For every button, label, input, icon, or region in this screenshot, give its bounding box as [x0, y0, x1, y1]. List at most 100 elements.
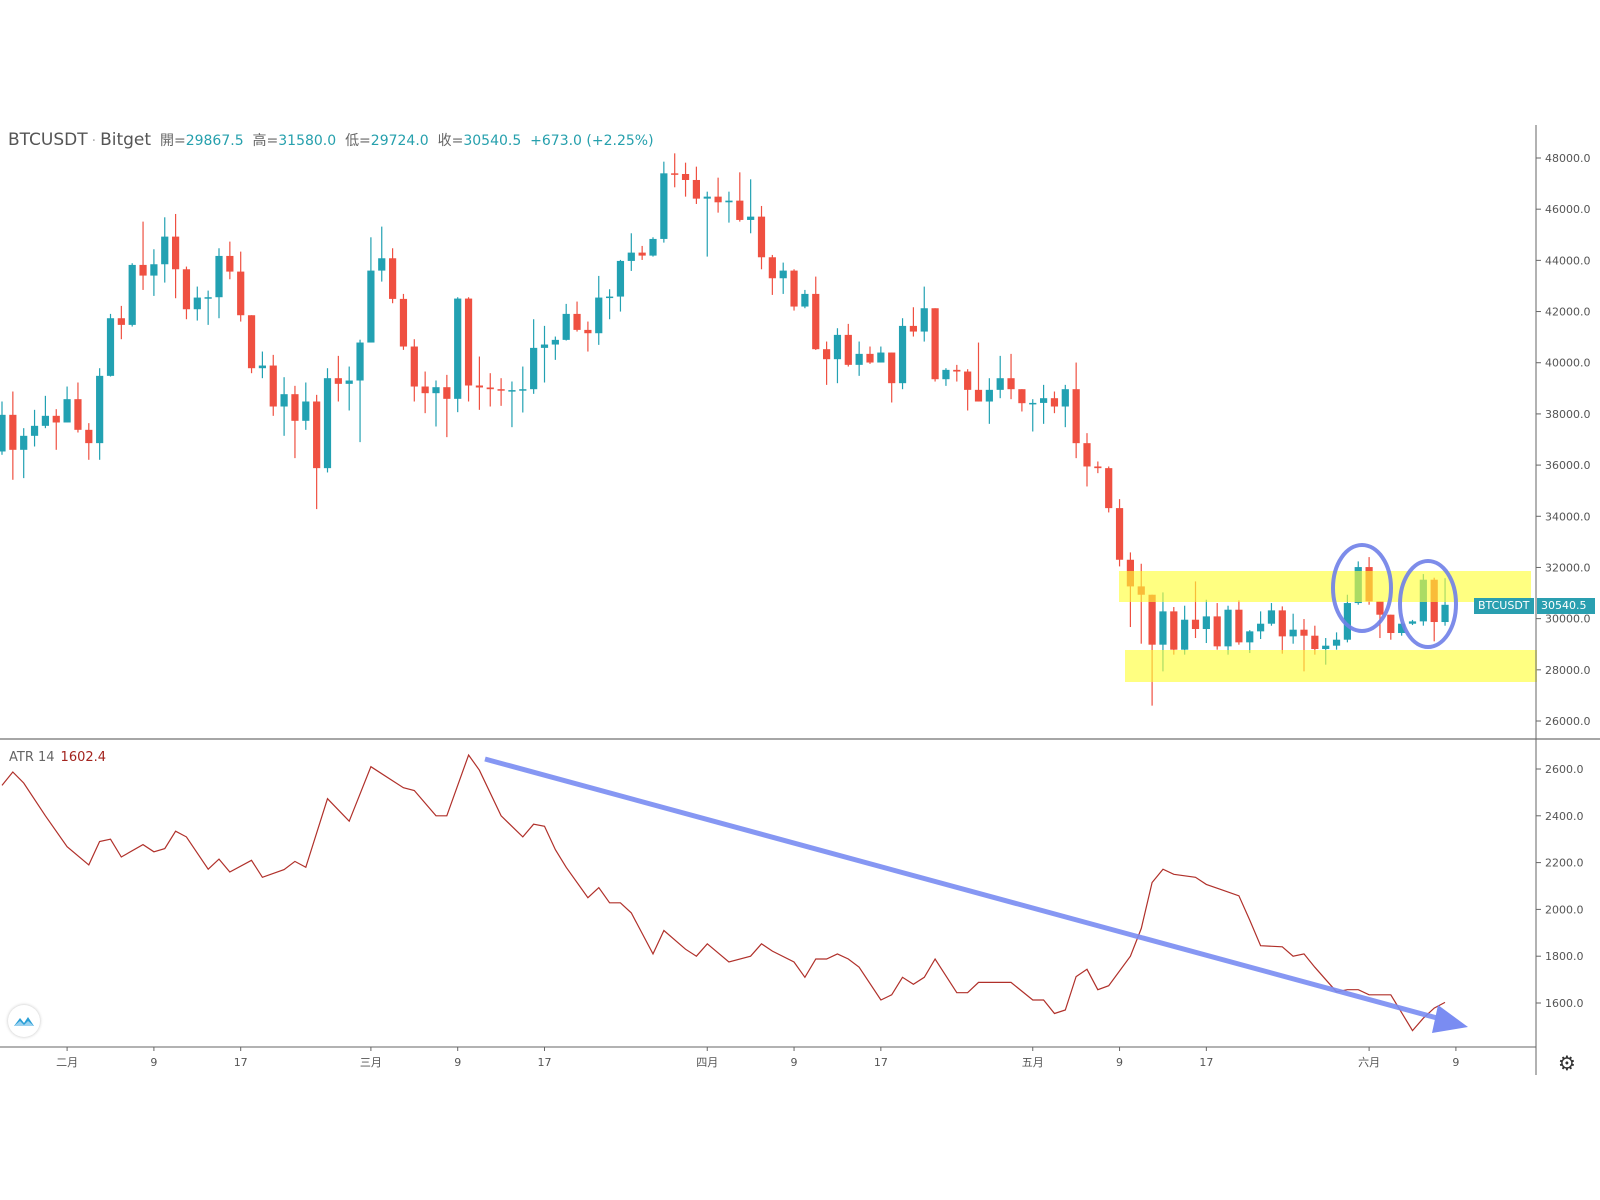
candle-body	[1289, 629, 1297, 637]
candle-body	[1213, 616, 1221, 647]
candle-body	[30, 425, 39, 436]
support-band	[1125, 650, 1537, 682]
price-tick-label: 42000.0	[1545, 306, 1591, 319]
settings-gear-icon[interactable]: ⚙	[1558, 1051, 1576, 1075]
candle-body	[1376, 601, 1384, 615]
candle	[74, 382, 82, 433]
candle	[432, 380, 440, 427]
tradingview-logo[interactable]	[8, 1005, 40, 1037]
candle	[150, 249, 158, 296]
symbol-price-tag: BTCUSDT	[1474, 598, 1534, 614]
candle-body	[606, 296, 614, 299]
candle	[1050, 391, 1059, 414]
candle	[106, 313, 115, 377]
candle	[323, 368, 332, 473]
close-value: 30540.5	[463, 133, 522, 149]
price-axis[interactable]: 48000.0 46000.0 44000.0 42000.0 40000.0 38000…	[1536, 152, 1591, 728]
candle-body	[1115, 508, 1124, 560]
candle	[139, 221, 147, 290]
candle-body	[768, 257, 776, 279]
candle	[345, 366, 353, 411]
candle-body	[1278, 610, 1286, 637]
candle-body	[1408, 621, 1417, 624]
candle	[313, 394, 321, 510]
candle	[247, 315, 256, 374]
arrowhead-icon	[1432, 1005, 1468, 1033]
candle-body	[942, 369, 950, 380]
separator-dot: ·	[91, 133, 97, 149]
candle	[1029, 399, 1037, 432]
atr-axis[interactable]: 2600.0 2400.0 2200.0 2000.0 1800.0 1600.0	[1536, 763, 1584, 1010]
candle	[399, 293, 408, 350]
candle-body	[1072, 389, 1080, 444]
candle	[703, 191, 711, 257]
candle-body	[497, 389, 505, 391]
candle-body	[182, 269, 191, 310]
candle-body	[1257, 623, 1265, 632]
candle-body	[573, 313, 581, 330]
candle-body	[1050, 398, 1059, 407]
candle-body	[247, 315, 256, 369]
indicator-legend[interactable]: ATR 14 1602.4	[9, 750, 106, 765]
time-axis[interactable]: 二月 9 17 三月 9 17 四月 9 17 五月 9 17 六月 9	[56, 1047, 1459, 1069]
candle	[193, 286, 201, 321]
candle	[606, 289, 614, 320]
candle-body	[454, 298, 462, 399]
candle-body	[20, 435, 28, 450]
atr-tick-label: 2200.0	[1545, 857, 1584, 870]
candle-body	[974, 389, 983, 402]
candle-body	[1029, 402, 1037, 405]
highlight-circle-1	[1331, 543, 1393, 633]
candle-body	[964, 371, 972, 390]
candle	[1387, 614, 1395, 640]
candle-body	[736, 200, 744, 220]
high-label: 高=	[252, 133, 279, 149]
candle	[367, 237, 375, 343]
candle-body	[812, 293, 820, 350]
price-tick-label: 40000.0	[1545, 357, 1591, 370]
atr-line	[1, 753, 1446, 1032]
candle-body	[117, 318, 125, 325]
candle-body	[866, 353, 874, 363]
time-tick-label: 9	[791, 1056, 798, 1069]
candle-body	[692, 179, 700, 199]
candle	[1115, 499, 1124, 567]
candle-body	[931, 308, 939, 380]
candle-body	[432, 387, 440, 394]
candle-body	[172, 236, 180, 270]
logo-icon	[14, 1017, 34, 1026]
price-tick-label: 38000.0	[1545, 408, 1591, 421]
candle	[1040, 384, 1048, 424]
candle	[823, 341, 831, 385]
candle	[681, 162, 690, 197]
candle	[1213, 603, 1221, 650]
candle-body	[1246, 631, 1254, 643]
candle-body	[150, 264, 158, 276]
candle-body	[1398, 623, 1406, 634]
candle	[443, 374, 451, 438]
candle	[410, 339, 418, 402]
candle-body	[877, 352, 885, 363]
candle-body	[280, 394, 288, 407]
candle-body	[9, 414, 17, 450]
candle	[1343, 594, 1351, 643]
candle	[117, 305, 125, 340]
candle-body	[790, 270, 798, 307]
candle	[638, 245, 646, 260]
change-value: +673.0 (+2.25%)	[530, 133, 654, 149]
candle	[389, 248, 397, 304]
candle-body	[562, 313, 570, 340]
candle	[866, 346, 874, 364]
candle	[128, 263, 136, 327]
candle-body	[519, 389, 527, 391]
open-label: 開=	[159, 133, 186, 149]
price-tick-label: 30000.0	[1545, 613, 1591, 626]
candle	[475, 356, 483, 410]
candle-body	[649, 238, 657, 256]
low-value: 29724.0	[370, 133, 429, 149]
candle-body	[747, 216, 755, 220]
symbol-name[interactable]: BTCUSDT	[8, 130, 88, 150]
candle-body	[823, 349, 831, 360]
candle-body	[193, 297, 201, 310]
